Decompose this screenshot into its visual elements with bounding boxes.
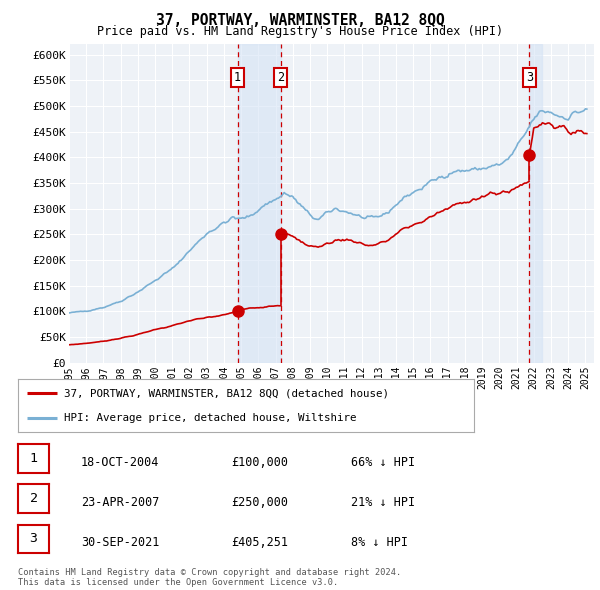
Text: 23-APR-2007: 23-APR-2007	[81, 496, 160, 509]
Text: 37, PORTWAY, WARMINSTER, BA12 8QQ: 37, PORTWAY, WARMINSTER, BA12 8QQ	[155, 13, 445, 28]
Text: 30-SEP-2021: 30-SEP-2021	[81, 536, 160, 549]
Text: 21% ↓ HPI: 21% ↓ HPI	[351, 496, 415, 509]
Text: 2: 2	[29, 493, 38, 506]
Text: 2: 2	[277, 71, 284, 84]
Text: £100,000: £100,000	[231, 456, 288, 469]
Text: 3: 3	[526, 71, 533, 84]
Bar	[529, 44, 542, 363]
Text: HPI: Average price, detached house, Wiltshire: HPI: Average price, detached house, Wilt…	[64, 412, 356, 422]
Text: 1: 1	[234, 71, 241, 84]
Text: Contains HM Land Registry data © Crown copyright and database right 2024.
This d: Contains HM Land Registry data © Crown c…	[18, 568, 401, 587]
Text: 18-OCT-2004: 18-OCT-2004	[81, 456, 160, 469]
Text: Price paid vs. HM Land Registry's House Price Index (HPI): Price paid vs. HM Land Registry's House …	[97, 25, 503, 38]
Text: 66% ↓ HPI: 66% ↓ HPI	[351, 456, 415, 469]
Text: 8% ↓ HPI: 8% ↓ HPI	[351, 536, 408, 549]
Text: £405,251: £405,251	[231, 536, 288, 549]
Bar	[238, 44, 281, 363]
Text: 37, PORTWAY, WARMINSTER, BA12 8QQ (detached house): 37, PORTWAY, WARMINSTER, BA12 8QQ (detac…	[64, 388, 389, 398]
Text: 3: 3	[29, 533, 38, 546]
Text: £250,000: £250,000	[231, 496, 288, 509]
Text: 1: 1	[29, 453, 38, 466]
